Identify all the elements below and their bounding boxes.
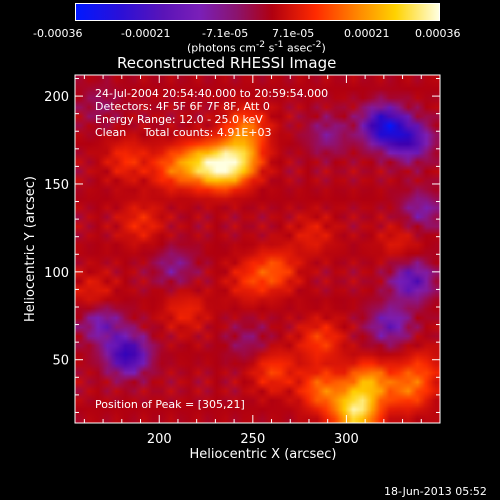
plot-frame: [74, 74, 441, 424]
x-axis-title: Heliocentric X (arcsec): [190, 447, 337, 462]
footer-date: 18-Jun-2013 05:52: [384, 485, 487, 498]
colorbar-tick-label: 0.00021: [344, 27, 390, 40]
colorbar-units: (photons cm-2 s-1 asec-2): [187, 39, 326, 55]
chart-title: Reconstructed RHESSI Image: [117, 54, 337, 72]
info-clean-counts: Clean Total counts: 4.91E+03: [95, 126, 272, 139]
colorbar: [75, 3, 440, 21]
colorbar-tick-label: -0.00036: [33, 27, 83, 40]
y-tick-label: 200: [44, 90, 69, 105]
colorbar-tick-label: -0.00021: [121, 27, 171, 40]
heatmap-image: [75, 75, 440, 423]
info-detectors: Detectors: 4F 5F 6F 7F 8F, Att 0: [95, 100, 270, 113]
x-tick-label: 300: [334, 432, 359, 447]
info-energy-range: Energy Range: 12.0 - 25.0 keV: [95, 113, 263, 126]
colorbar-tick-label: 0.00036: [415, 27, 461, 40]
y-tick-label: 100: [44, 266, 69, 281]
x-tick-label: 200: [147, 432, 172, 447]
axis-ticks: 200 250 300 50 100 150 200: [44, 75, 440, 447]
x-tick-label: 250: [240, 432, 265, 447]
y-tick-label: 50: [52, 354, 69, 369]
y-axis-title: Heliocentric Y (arcsec): [23, 176, 38, 322]
info-time-range: 24-Jul-2004 20:54:40.000 to 20:59:54.000: [95, 87, 329, 100]
colorbar-tick-label: 7.1e-05: [272, 27, 315, 40]
colorbar-gradient: [76, 4, 439, 20]
colorbar-tick-label: -7.1e-05: [202, 27, 249, 40]
observation-info: 24-Jul-2004 20:54:40.000 to 20:59:54.000…: [95, 88, 328, 138]
y-tick-label: 150: [44, 178, 69, 193]
peak-position: Position of Peak = [305,21]: [95, 398, 245, 411]
